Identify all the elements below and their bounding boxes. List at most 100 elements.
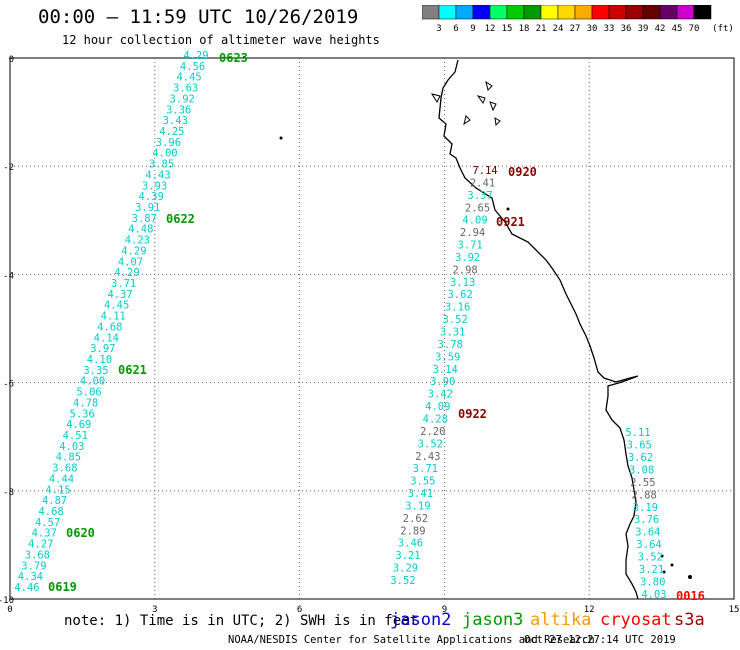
right-track-value: 3.80 [640, 577, 665, 589]
legend-label: 9 [470, 24, 475, 34]
jason3-track-value: 4.46 [14, 582, 39, 594]
jason3-track-value: 3.92 [170, 93, 195, 105]
jason3-track-value: 4.87 [42, 495, 67, 507]
pass-time-label: 0623 [219, 51, 248, 65]
legend-label: 12 [485, 24, 496, 34]
jason3-track-value: 4.78 [73, 397, 98, 409]
legend-label: 45 [672, 24, 683, 34]
middle-track-value: 2.62 [403, 513, 428, 525]
right-track-value: 3.62 [628, 452, 653, 464]
jason3-track-value: 3.91 [135, 202, 160, 214]
jason3-track-value: 4.29 [121, 245, 146, 257]
jason3-track-value: 4.10 [87, 354, 112, 366]
jason3-track-value: 4.34 [18, 571, 43, 583]
jason3-track-value: 4.43 [145, 169, 170, 181]
x-tick-label: 15 [729, 605, 740, 615]
pass-time-label: 0621 [118, 363, 147, 377]
page-subtitle: 12 hour collection of altimeter wave hei… [62, 33, 380, 47]
satellite-cryosat: cryosat [600, 610, 672, 630]
jason3-track-value: 4.15 [45, 484, 70, 496]
jason3-track-value: 3.36 [166, 104, 191, 116]
jason3-track-value: 4.00 [152, 148, 177, 160]
y-tick-label: -8 [3, 488, 14, 498]
middle-track-value: 3.14 [433, 364, 458, 376]
jason3-track-value: 4.45 [176, 72, 201, 84]
right-track-value: 3.52 [638, 552, 663, 564]
middle-track-value: 2.98 [452, 264, 477, 276]
middle-track-value: 2.20 [420, 426, 445, 438]
right-track-value: 2.55 [630, 477, 655, 489]
pass-time-label: 0620 [66, 526, 95, 540]
plot-frame [9, 57, 735, 600]
jason3-track-value: 4.57 [35, 517, 60, 529]
jason3-track-value: 4.25 [159, 126, 184, 138]
jason3-track-value: 4.68 [38, 506, 63, 518]
legend-unit: (ft) [712, 24, 734, 34]
page-title: 00:00 – 11:59 UTC 10/26/2019 [38, 6, 359, 28]
legend-label: 39 [638, 24, 649, 34]
middle-track-value: 4.28 [423, 413, 448, 425]
middle-track-value: 4.09 [462, 215, 487, 227]
middle-track-value: 3.29 [393, 563, 418, 575]
jason3-track-value: 4.37 [32, 528, 57, 540]
jason3-track-value: 3.71 [111, 278, 136, 290]
jason3-track-value: 4.45 [104, 300, 129, 312]
jason3-track-value: 5.36 [70, 408, 95, 420]
middle-track-value: 3.52 [390, 575, 415, 587]
middle-track-value: 3.59 [435, 351, 460, 363]
wave-height-legend: 3 6 9 12 15 18 21 24 27 30 33 36 39 42 45 70 (ft) [422, 5, 734, 34]
middle-track-value: 3.42 [428, 389, 453, 401]
pass-time-label: 0920 [508, 165, 537, 179]
middle-track-value: 3.37 [467, 190, 492, 202]
jason3-track-value: 4.56 [180, 61, 205, 73]
middle-track-value: 2.65 [465, 202, 490, 214]
middle-track-value: 3.46 [398, 538, 423, 550]
satellite-altika: altika [530, 610, 592, 630]
jason3-track-value: 3.68 [52, 463, 77, 475]
middle-track-value: 3.55 [410, 476, 435, 488]
jason3-track-value: 3.63 [173, 83, 198, 95]
jason3-track-value: 3.96 [156, 137, 181, 149]
middle-track-value: 3.62 [448, 289, 473, 301]
jason3-track-value: 4.39 [139, 191, 164, 203]
y-tick-label: -6 [3, 380, 14, 390]
legend-label: 70 [689, 24, 700, 34]
legend-label: 27 [570, 24, 581, 34]
right-track-value: 3.64 [636, 539, 661, 551]
pass-time-label: 0921 [496, 215, 525, 229]
legend-label: 36 [621, 24, 632, 34]
right-track-value: 5.11 [625, 427, 650, 439]
island [494, 117, 501, 127]
generated-timestamp: Oct 27 12:27:14 UTC 2019 [524, 634, 676, 646]
jason3-track-value: 4.85 [56, 452, 81, 464]
island [279, 136, 283, 140]
middle-track-value: 3.92 [455, 252, 480, 264]
jason3-track-value: 4.27 [28, 539, 53, 551]
jason3-track-value: 4.29 [114, 267, 139, 279]
legend-swatch [693, 5, 712, 20]
jason3-track-value: 3.87 [132, 213, 157, 225]
jason3-track-value: 4.69 [66, 419, 91, 431]
middle-track-value: 7.14 [472, 165, 497, 177]
pass-time-label: 0922 [458, 407, 487, 421]
legend-label: 33 [604, 24, 615, 34]
middle-track-value: 2.94 [460, 227, 485, 239]
x-tick-label: 12 [584, 605, 595, 615]
jason3-track-value: 3.35 [83, 365, 108, 377]
jason3-track-value: 4.14 [94, 332, 119, 344]
jason3-track-value: 4.03 [59, 441, 84, 453]
satellite-jason3: jason3 [462, 610, 524, 630]
middle-track-value: 3.71 [413, 463, 438, 475]
island [662, 570, 666, 574]
middle-track-value: 3.13 [450, 277, 475, 289]
legend-label: 21 [536, 24, 547, 34]
island [660, 554, 664, 558]
middle-track-value: 3.19 [405, 500, 430, 512]
jason3-track-value: 3.93 [142, 180, 167, 192]
right-track-value: 2.88 [632, 489, 657, 501]
footer-note: note: 1) Time is in UTC; 2) SWH is in fe… [64, 613, 419, 629]
pass-time-label: 0016 [676, 589, 705, 603]
jason3-track-value: 4.29 [183, 50, 208, 62]
x-tick-label: 9 [442, 605, 447, 615]
middle-track-value: 2.43 [415, 451, 440, 463]
